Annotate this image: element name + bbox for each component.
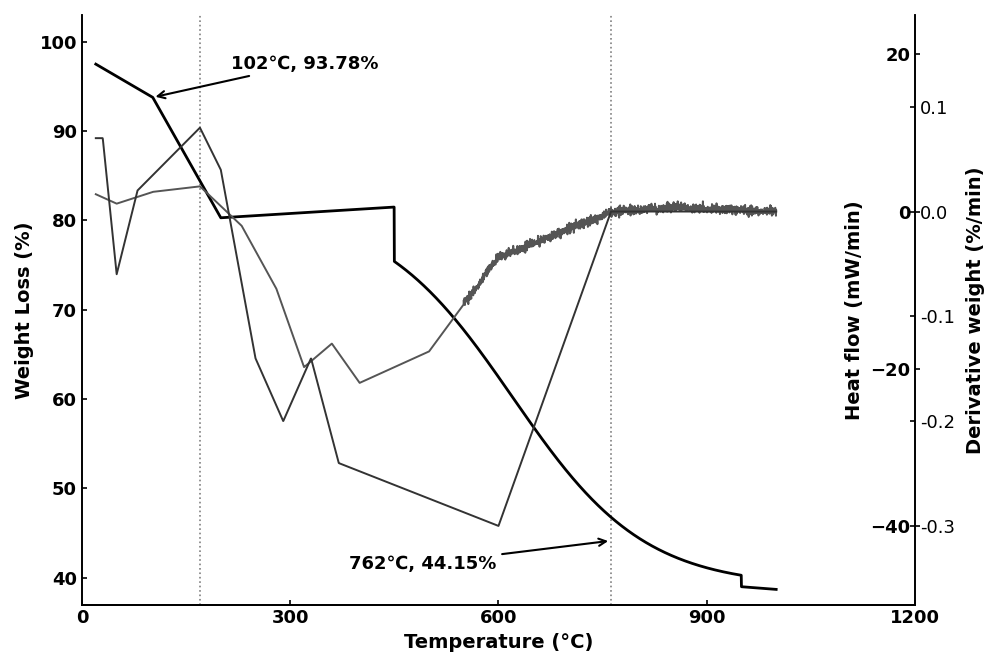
Text: 762℃, 44.15%: 762℃, 44.15%	[349, 539, 606, 573]
X-axis label: Temperature (°C): Temperature (°C)	[404, 633, 593, 652]
Y-axis label: Weight Loss (%): Weight Loss (%)	[15, 221, 34, 399]
Y-axis label: Heat flow (mW/min): Heat flow (mW/min)	[845, 200, 864, 420]
Y-axis label: Derivative weight (%/min): Derivative weight (%/min)	[966, 166, 985, 454]
Text: 102℃, 93.78%: 102℃, 93.78%	[158, 55, 379, 98]
